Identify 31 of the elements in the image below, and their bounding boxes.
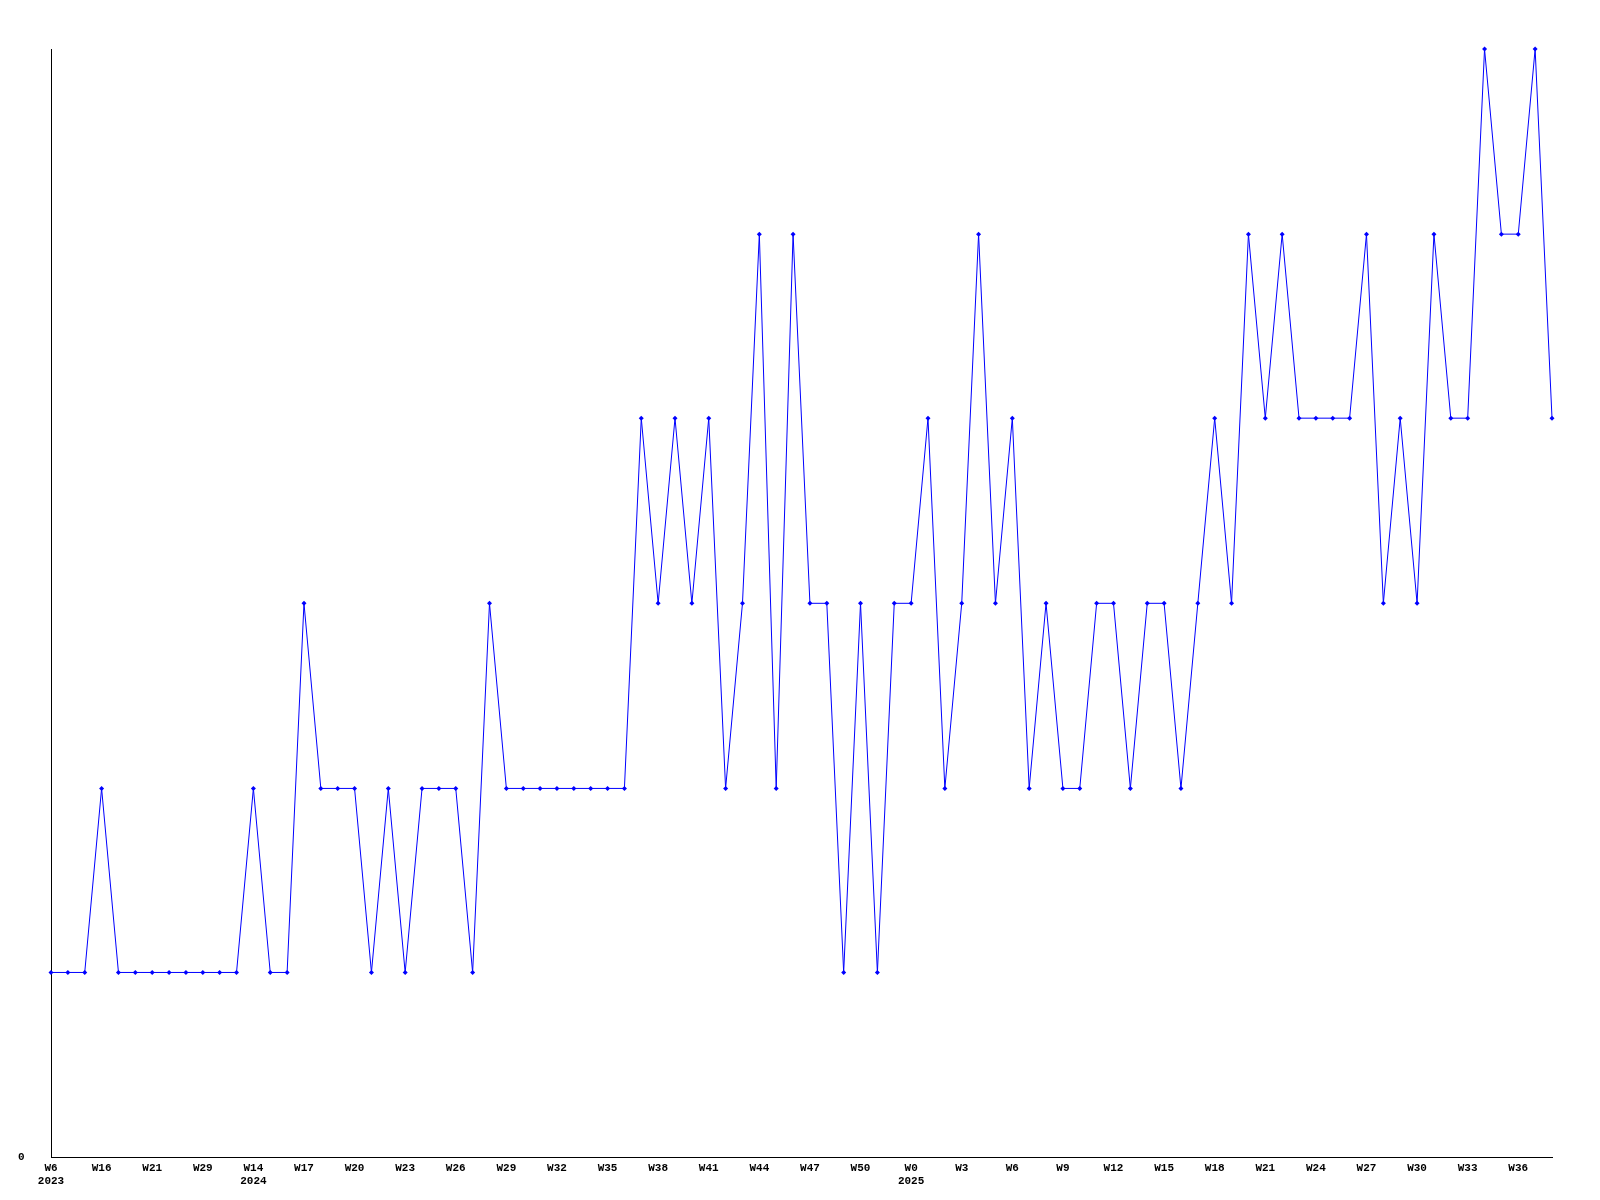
x-tick-label: W29 [192, 1161, 213, 1174]
x-tick-label: W6 [1005, 1161, 1019, 1174]
x-tick-label: W9 [1056, 1161, 1070, 1174]
x-tick-label: W24 [1305, 1161, 1327, 1174]
x-tick-label: W0 2025 [897, 1161, 925, 1188]
x-tick-label: W41 [698, 1161, 720, 1174]
x-tick-label: W30 [1407, 1161, 1427, 1174]
text: 0 [18, 1151, 25, 1164]
x-tick-label: W23 [395, 1161, 416, 1174]
x-tick-label: W26 [445, 1161, 466, 1174]
x-tick-label: W33 [1457, 1161, 1478, 1174]
x-tick-label: W15 [1154, 1161, 1175, 1174]
x-tick-label: W18 [1204, 1161, 1225, 1174]
x-tick-label: W16 [91, 1161, 112, 1174]
x-tick-label: W14 2024 [240, 1161, 267, 1188]
x-tick-label: W21 [1255, 1161, 1276, 1174]
x-tick-label: W38 [648, 1161, 669, 1174]
x-tick-label: W32 [547, 1161, 567, 1174]
x-tick-label: W35 [597, 1161, 618, 1174]
x-tick-label: W20 [344, 1161, 365, 1174]
x-tick-label: W27 [1356, 1161, 1377, 1174]
x-tick-label: W6 2023 [37, 1161, 65, 1188]
x-tick-label: W50 [850, 1161, 871, 1174]
x-tick-label: W36 [1508, 1161, 1529, 1174]
x-tick-label: W47 [800, 1161, 820, 1174]
x-tick-label: W29 [496, 1161, 517, 1174]
x-tick-label: W17 [294, 1161, 314, 1174]
x-tick-label: W3 [955, 1161, 969, 1174]
x-tick-label: W12 [1103, 1161, 1124, 1174]
x-tick-label: W44 [749, 1161, 770, 1174]
x-tick-label: W21 [142, 1161, 163, 1174]
